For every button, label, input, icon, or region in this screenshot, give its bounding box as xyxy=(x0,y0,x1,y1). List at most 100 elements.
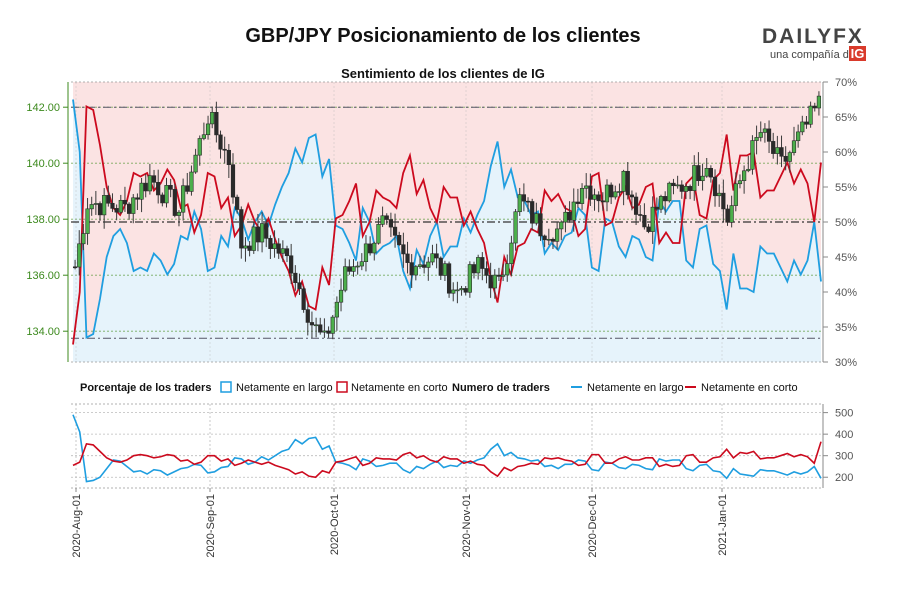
candle-body xyxy=(563,211,568,223)
candle-body xyxy=(230,164,236,198)
candle-body xyxy=(351,266,356,272)
short-count-line xyxy=(72,441,822,479)
candle-body xyxy=(388,219,394,228)
date-tick-label: 2021-Jan-01 xyxy=(717,494,729,556)
candle-body xyxy=(239,209,244,249)
candle-body xyxy=(359,261,364,267)
candle-body xyxy=(550,238,556,242)
legend-count-long: Netamente en largo xyxy=(587,382,684,394)
candle-body xyxy=(409,262,414,276)
candle-body xyxy=(222,148,227,151)
legend-pct-short-swatch xyxy=(336,381,348,393)
candle-body xyxy=(347,266,352,272)
candle-body xyxy=(725,208,730,223)
candle-body xyxy=(675,184,680,187)
candle-body xyxy=(151,175,157,183)
candle-body xyxy=(259,223,265,243)
left-tick-label: 138.00 xyxy=(26,214,60,226)
candle-body xyxy=(72,266,78,269)
candle-body xyxy=(687,186,693,191)
logo-brand: DAILYFX xyxy=(762,25,864,48)
long-percent-line xyxy=(72,99,822,339)
candle-body xyxy=(646,226,651,232)
logo-ig: IG xyxy=(851,46,865,61)
candle-body xyxy=(380,215,385,225)
candle-body xyxy=(654,206,659,210)
candle-body xyxy=(127,203,132,214)
candle-body xyxy=(313,324,319,327)
candle-body xyxy=(293,272,298,284)
left-tick-label: 140.00 xyxy=(26,158,60,170)
candle-body xyxy=(422,264,427,268)
candle-body xyxy=(201,134,207,139)
candle-body xyxy=(571,201,576,221)
right-tick-label: 30% xyxy=(835,357,857,369)
candle-body xyxy=(467,264,472,293)
candle-body xyxy=(318,324,323,333)
right-tick-label: 50% xyxy=(835,217,857,229)
candle-body xyxy=(268,238,273,249)
chart-title: GBP/JPY Posicionamiento de los clientes xyxy=(245,25,640,47)
candle-body xyxy=(683,186,689,192)
candle-body xyxy=(330,316,335,334)
right-tick-label: 35% xyxy=(835,322,857,334)
candle-body xyxy=(276,243,281,254)
candle-body xyxy=(85,208,90,234)
candle-body xyxy=(156,182,161,196)
candle-body xyxy=(392,226,398,236)
candle-body xyxy=(284,248,290,257)
candle-body xyxy=(737,180,743,185)
date-tick-label: 2020-Aug-01 xyxy=(71,494,83,558)
candle-body xyxy=(343,266,348,291)
candle-body xyxy=(712,176,718,197)
date-tick-label: 2020-Dec-01 xyxy=(587,494,599,558)
candle-body xyxy=(750,140,755,170)
right-tick-label: 65% xyxy=(835,112,857,124)
left-tick-label: 142.00 xyxy=(26,102,60,114)
sentiment-area-fills xyxy=(73,82,821,362)
date-tick-label: 2020-Nov-01 xyxy=(461,494,473,558)
candle-body xyxy=(102,195,107,216)
candle-body xyxy=(513,211,518,244)
candle-body xyxy=(555,228,560,242)
dailyfx-logo: DAILYFX una compañía de IG xyxy=(762,25,866,61)
right-tick-label: 70% xyxy=(835,77,857,89)
candle-body xyxy=(679,184,684,192)
short-percent-line xyxy=(72,105,822,345)
candle-body xyxy=(193,154,198,173)
candle-body xyxy=(455,289,460,292)
candle-body xyxy=(708,168,713,178)
candle-body xyxy=(692,165,697,191)
candle-body xyxy=(696,165,701,182)
sentiment-lines xyxy=(72,99,822,345)
candle-body xyxy=(621,170,626,192)
candle-body xyxy=(704,168,709,177)
candle-body xyxy=(426,261,431,268)
candle-body xyxy=(363,243,369,262)
candle-body xyxy=(600,200,605,203)
candle-body xyxy=(214,112,219,136)
right-tick-label: 60% xyxy=(835,147,857,159)
candle-body xyxy=(584,185,589,189)
candle-body xyxy=(729,205,734,223)
candle-body xyxy=(658,196,664,210)
candle-body xyxy=(771,141,776,154)
candle-body xyxy=(255,226,261,243)
candle-body xyxy=(185,185,190,192)
reference-lines xyxy=(71,106,823,339)
candle-body xyxy=(181,185,186,213)
candle-body xyxy=(77,243,82,268)
candle-body xyxy=(808,105,813,125)
ig-badge xyxy=(849,46,866,61)
candle-body xyxy=(488,275,493,289)
candle-body xyxy=(775,147,780,154)
legend-pct-long-swatch xyxy=(220,381,232,393)
candle-body xyxy=(500,274,506,277)
candle-body xyxy=(164,185,169,204)
candle-body xyxy=(210,112,215,125)
candle-body xyxy=(89,204,94,210)
candle-body xyxy=(800,121,805,133)
candle-body xyxy=(247,245,252,251)
candle-body xyxy=(97,203,103,216)
candle-body xyxy=(700,175,705,182)
